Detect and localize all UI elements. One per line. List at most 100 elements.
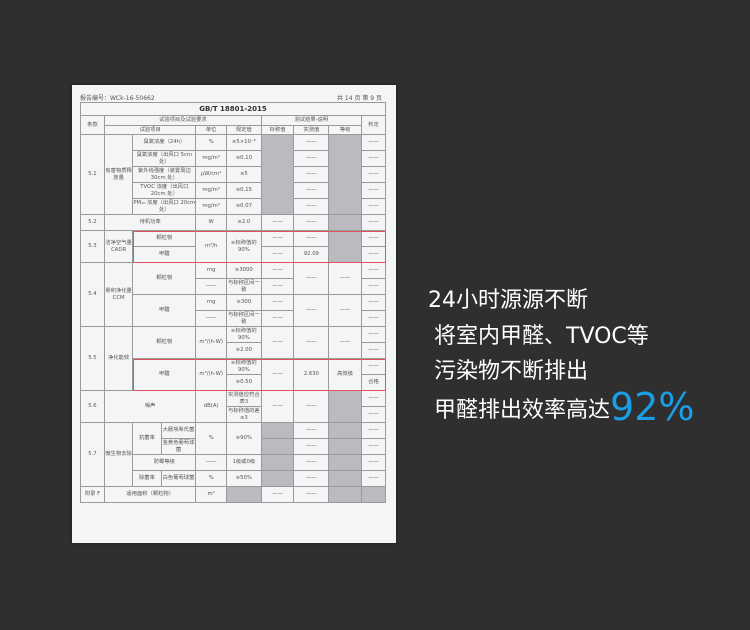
group: 累积净化量 CCM: [103, 262, 134, 328]
item: 待机功率: [103, 214, 197, 232]
group: 有害物质释放量: [103, 134, 134, 216]
item: 甲醛: [132, 358, 197, 392]
unit: ——: [195, 454, 227, 472]
nominal: ——: [260, 294, 295, 312]
grade-gray: [328, 390, 362, 424]
measured: ——: [293, 230, 330, 248]
item: PM₁₀ 浓度（出风口 20cm 处）: [132, 198, 197, 216]
unit: ——: [195, 310, 227, 328]
grade-gray: [328, 214, 362, 232]
unit: m²: [195, 486, 227, 504]
item: 颗粒物: [132, 326, 197, 360]
measured: ——: [293, 214, 330, 232]
clause: 5.6: [80, 390, 105, 424]
spec: 与标称值的差≤3: [225, 406, 262, 424]
clause: 5.3: [80, 230, 105, 264]
clause: 5.7: [80, 422, 105, 488]
nominal: ——: [260, 230, 295, 248]
measured: ——: [293, 182, 330, 200]
table-row: 紫外线强度（装置周边 30cm 处） μW/cm² ≤5 —— ——: [81, 166, 387, 184]
slogan: 24小时源源不断 将室内甲醛、TVOC等 污染物不断排出 甲醛排出效率高达92%: [428, 283, 694, 428]
sub-item: 白色葡萄球菌: [160, 470, 197, 488]
nominal: ——: [260, 278, 295, 296]
header-item: 试验项目: [103, 124, 197, 136]
spec: ≥标称值的90%: [225, 326, 262, 344]
nominal-gray: [260, 470, 295, 488]
judge: ——: [360, 422, 387, 440]
grade-gray: [328, 454, 362, 472]
grade: ——: [328, 326, 362, 360]
item: 紫外线强度（装置周边 30cm 处）: [132, 166, 197, 184]
clause: 5.2: [80, 214, 105, 232]
judge: ——: [360, 294, 387, 312]
spec: ≥50%: [225, 470, 262, 488]
table-row: 5.2 待机功率 W ≤2.0 —— —— ——: [80, 214, 387, 232]
measured: ——: [293, 134, 330, 152]
grade-gray: [328, 422, 362, 440]
measured: ——: [293, 262, 330, 296]
table-row: 5.3 洁净空气量 CADR 颗粒物 m³/h ≥标称值的90% —— —— ——: [80, 230, 387, 264]
measured: ——: [293, 166, 330, 184]
table-row: 5.1 有害物质释放量 臭氧浓度（24h）% ≤5×10⁻⁶ —— ——: [80, 134, 387, 216]
sub-item: 大肠埃希氏菌: [160, 422, 197, 440]
nominal-gray: [260, 134, 295, 216]
slogan-line-4-text: 甲醛排出效率高达: [434, 397, 611, 423]
judge: ——: [360, 438, 387, 456]
item: 甲醛: [132, 246, 197, 264]
judge: ——: [360, 278, 387, 296]
measured: ——: [293, 326, 330, 360]
measured-value: 92.09: [293, 246, 330, 264]
spec: 1级或0级: [225, 454, 262, 472]
grade: ——: [328, 294, 362, 328]
table-row: 附录 F 适用面积（颗粒物） m² —— ——: [80, 486, 387, 504]
judge: ——: [360, 358, 387, 376]
measured: ——: [293, 470, 330, 488]
unit: mg/m³: [195, 198, 227, 216]
table-row: ≥2.00 ——: [81, 342, 387, 360]
item: 抗菌率: [132, 422, 162, 456]
unit: W: [195, 214, 227, 232]
measured: ——: [293, 454, 330, 472]
spec: ≤0.10: [225, 150, 262, 168]
item: 颗粒物: [132, 230, 197, 248]
spec-gray: [225, 486, 262, 504]
unit: mg: [195, 294, 227, 312]
unit: dB(A): [195, 390, 227, 424]
grade-value: 高效级: [328, 358, 362, 392]
item: 臭氧浓度（24h）: [132, 134, 197, 152]
judge: ——: [360, 326, 387, 344]
group: 微生物去除: [103, 422, 134, 488]
measured: ——: [293, 198, 330, 216]
group: 洁净空气量 CADR: [103, 230, 134, 264]
header-measured: 实测值: [293, 124, 330, 136]
grade-gray: [328, 470, 362, 488]
spec: ≤0.07: [225, 198, 262, 216]
item: 噪声: [103, 390, 197, 424]
test-results-table: GB/T 18801-2015 条款 试验项目及试验要求 测试结果-说明 判定 试验项…: [80, 101, 387, 504]
slogan-line-2: 将室内甲醛、TVOC等: [434, 323, 649, 349]
header-judge: 判定: [360, 115, 387, 136]
judge: ——: [360, 134, 387, 152]
nominal-gray: [260, 454, 295, 472]
spec: ≤5×10⁻⁶: [225, 134, 262, 152]
judge: ——: [360, 150, 387, 168]
spec: 实测值应符合表3: [225, 390, 262, 408]
group: 净化能效: [103, 326, 134, 392]
spec: ≥300: [225, 294, 262, 312]
unit: %: [195, 470, 227, 488]
spec: ≥0.50: [225, 374, 262, 392]
judge: ——: [360, 166, 387, 184]
nominal: ——: [260, 214, 295, 232]
table-row: TVOC 浓度（出风口 20cm 处） mg/m³ ≤0.15 —— ——: [81, 182, 387, 200]
unit: m³/h: [195, 230, 227, 264]
nominal: ——: [260, 246, 295, 264]
standard-title: GB/T 18801-2015: [80, 101, 386, 117]
efficiency-percent: 92%: [610, 384, 695, 429]
table-row: 甲醛 mg ≥300 —— —— —— ——: [81, 294, 387, 328]
unit: mg/m³: [195, 150, 227, 168]
nominal: ——: [260, 358, 295, 392]
nominal-gray: [260, 438, 295, 456]
slogan-line-4: 甲醛排出效率高达92%: [428, 388, 694, 429]
judge: ——: [360, 246, 387, 264]
spec: 与标称区间一致: [225, 310, 262, 328]
